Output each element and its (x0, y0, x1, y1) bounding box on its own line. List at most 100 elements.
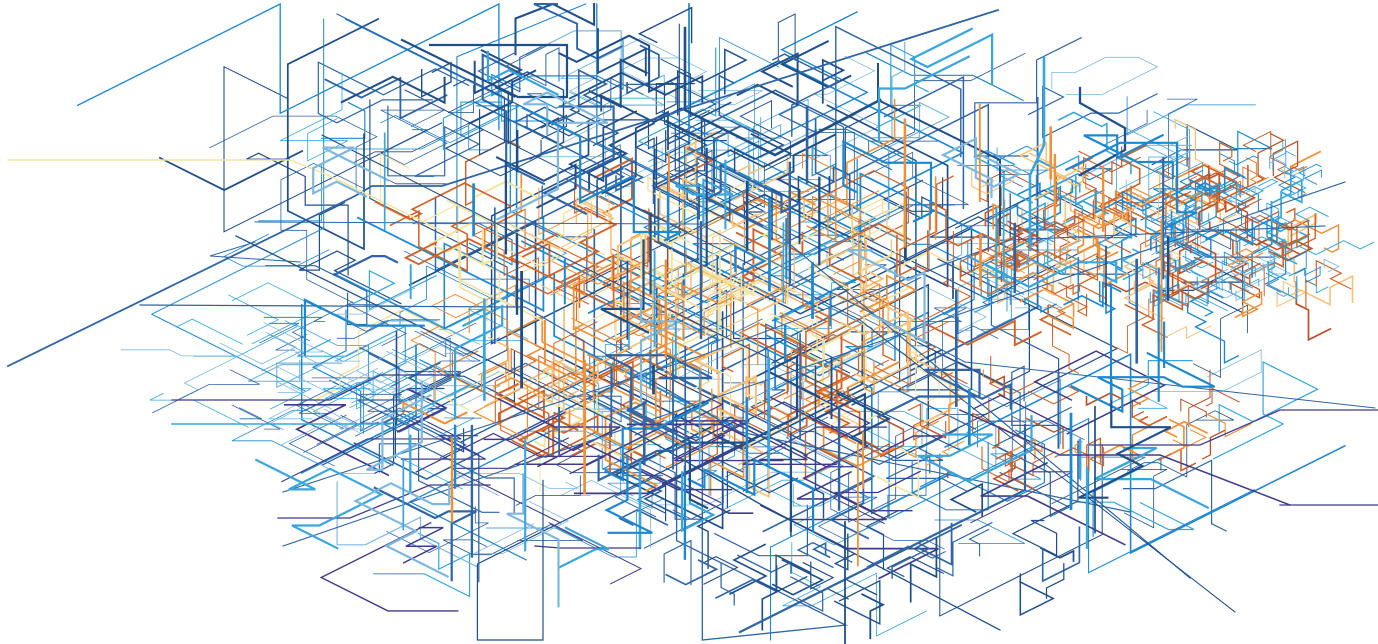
network-line (660, 58, 717, 118)
network-line (968, 528, 990, 557)
warm-line (586, 350, 702, 451)
network-line (790, 224, 975, 316)
structural-line (235, 235, 1001, 631)
network-line (847, 249, 926, 343)
network-line (739, 99, 791, 172)
branch-line (1157, 447, 1197, 472)
network-line (882, 177, 944, 220)
network-line (917, 415, 1033, 483)
network-line (665, 119, 717, 162)
network-line (1045, 563, 1065, 599)
feather-line (120, 349, 233, 357)
network-line (1076, 501, 1195, 531)
feather-line (175, 318, 244, 345)
network-line (888, 417, 1256, 574)
branch-line (1276, 280, 1307, 308)
warm-line (593, 284, 732, 348)
network-line (618, 509, 669, 527)
warm-line (571, 317, 682, 403)
network-line (588, 122, 656, 190)
branch-line (1163, 420, 1209, 438)
purple-line (400, 435, 486, 460)
branch-line (1289, 150, 1322, 172)
network-line (981, 262, 1029, 330)
warm-line (494, 382, 545, 425)
network-line (447, 79, 514, 113)
network-line (769, 226, 828, 361)
branch-line (1243, 231, 1279, 247)
feather-line (360, 393, 413, 412)
network-line (421, 61, 452, 98)
warm-line (804, 330, 852, 367)
network-line (664, 394, 871, 641)
network-line (814, 117, 851, 215)
network-line (965, 254, 1118, 289)
network-line (812, 55, 881, 161)
network-line (666, 36, 780, 103)
network-line (303, 298, 425, 356)
branch-line (1057, 111, 1132, 175)
network-line (600, 239, 650, 334)
purple-line (1033, 350, 1166, 435)
warm-line (647, 176, 754, 218)
network-line (569, 74, 665, 108)
network-line (949, 482, 984, 517)
network-line (700, 101, 732, 143)
branch-line (1238, 201, 1247, 214)
network-line (1039, 547, 1075, 562)
network-line (757, 580, 781, 631)
warm-line (862, 290, 896, 362)
purple-line (548, 522, 643, 585)
network-line (280, 162, 363, 304)
warm-line (814, 368, 861, 435)
purple-line (281, 421, 462, 483)
purple-line (970, 471, 1073, 524)
network-line (209, 115, 378, 193)
structural-line (282, 225, 1326, 493)
branch-line (1165, 166, 1199, 220)
network-line (581, 38, 763, 106)
feather-line (270, 388, 312, 410)
network-line (374, 387, 445, 475)
feather-line (348, 304, 408, 347)
branch-line (1041, 283, 1108, 300)
network-line (1126, 410, 1235, 478)
network-line (790, 576, 824, 612)
feather-line (275, 333, 308, 351)
purple-line (980, 461, 1126, 546)
network-line (344, 18, 686, 300)
warm-line (428, 222, 488, 322)
feather-line (414, 330, 500, 356)
branch-line (1216, 276, 1232, 294)
network-line (899, 189, 1138, 382)
network-line (626, 44, 660, 95)
network-line (811, 392, 892, 447)
branch-line (1168, 418, 1185, 455)
branch-line (1156, 229, 1201, 261)
network-line (222, 233, 330, 267)
network-line (667, 89, 917, 406)
network-line (676, 48, 748, 116)
branch-line (1287, 251, 1307, 275)
warm-line (806, 98, 896, 242)
network-line (614, 475, 691, 518)
branch-line (1070, 150, 1094, 177)
network-line (366, 380, 432, 471)
feather-line (390, 330, 481, 387)
branch-line (1163, 184, 1212, 258)
branch-line (1305, 266, 1321, 284)
network-line (1078, 380, 1172, 499)
network-line (652, 82, 708, 205)
branch-line (1270, 178, 1303, 224)
branch-line (992, 462, 1019, 492)
network-line (796, 541, 853, 569)
feather-line (263, 316, 323, 342)
purple-line (832, 478, 885, 525)
warm-line (677, 327, 717, 392)
warm-line (850, 201, 904, 245)
branch-line (1234, 291, 1263, 319)
branch-line (1235, 205, 1260, 252)
branch-line (1004, 452, 1023, 468)
network-line (300, 344, 417, 475)
feather-line (312, 382, 408, 430)
